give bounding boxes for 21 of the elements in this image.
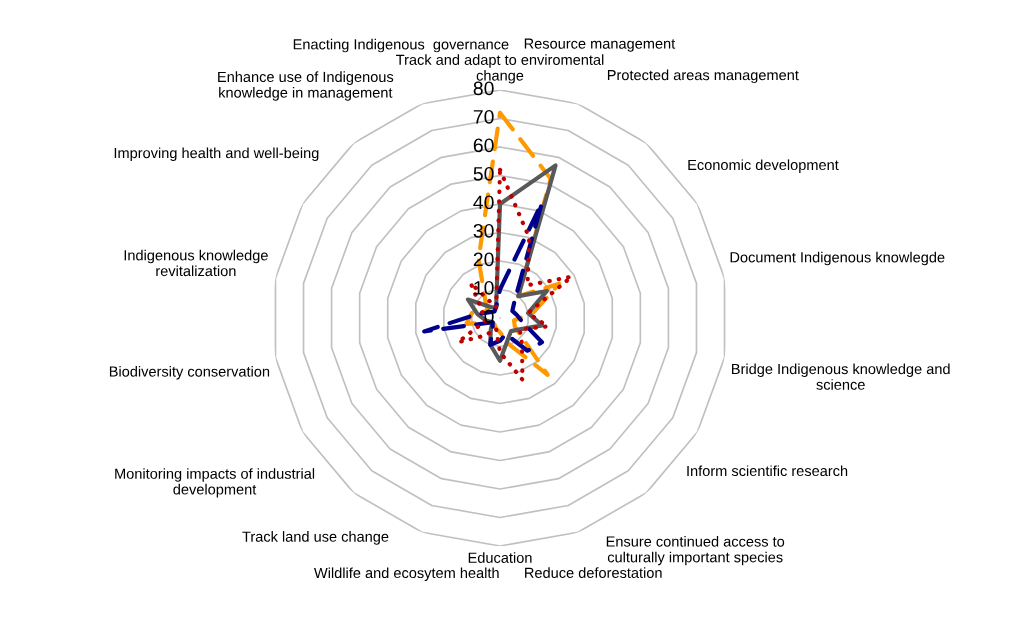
spoke-label: Monitoring impacts of industrial development (115, 468, 315, 498)
spoke-label: Resource management (524, 38, 676, 52)
spoke-label: Bridge Indigenous knowledge and science (732, 363, 950, 390)
y-tick-label: 70 (473, 109, 494, 124)
y-tick-label: 60 (473, 138, 494, 153)
spoke-label: Enhance use of Indigenous knowledge in management (218, 71, 394, 101)
spoke-label: Document Indigenous knowlegde (730, 251, 945, 266)
spoke-label: Enacting Indigenous governance (293, 38, 509, 53)
spoke-label: Reduce deforestation (525, 567, 662, 578)
spoke-label: Inform scientific research (687, 465, 848, 477)
spoke-label: Economic development (688, 159, 839, 173)
spoke-label: Education (468, 552, 532, 563)
spoke-label: Protected areas management (607, 69, 799, 84)
spoke-label: Ensure continued access to culturally important species (606, 535, 785, 566)
y-tick-label: 10 (474, 280, 494, 295)
spoke-label: Improving health and well-being (114, 147, 319, 162)
y-tick-label: 20 (473, 252, 494, 267)
spoke-label: Biodiversity conservation (109, 365, 270, 380)
spoke-label: Track land use change (242, 531, 389, 545)
spoke-label: Wildlife and ecosytem health (314, 567, 499, 581)
spoke-label: Indigenous knowledge revitalization (124, 249, 268, 277)
